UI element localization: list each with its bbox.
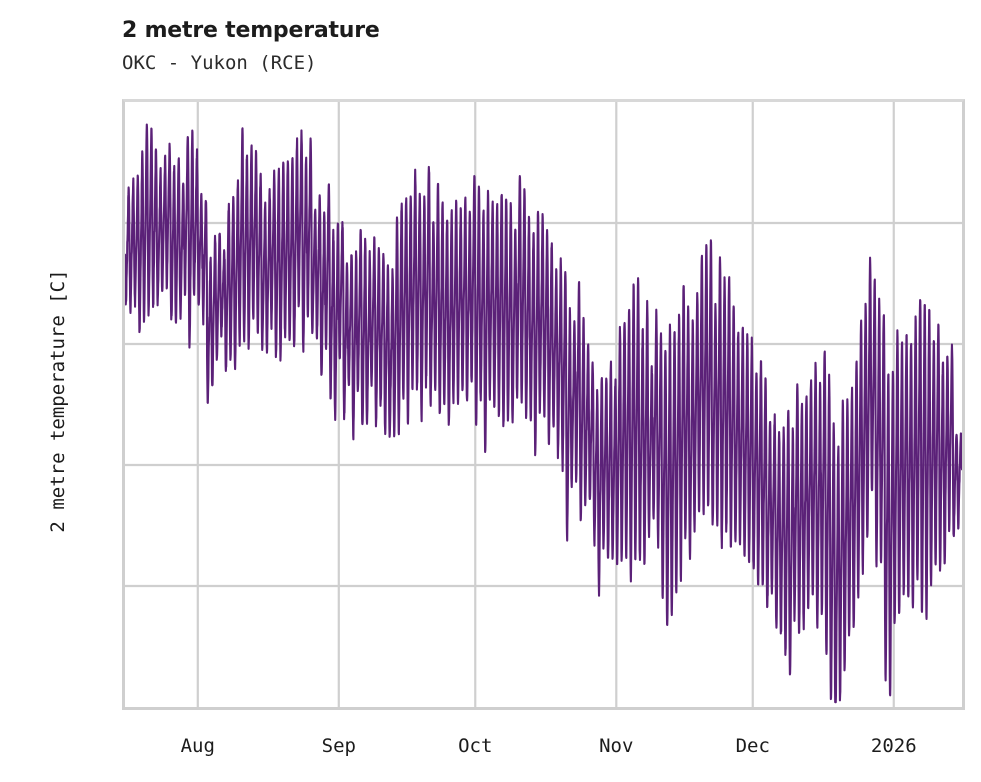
temperature-series — [125, 123, 962, 704]
page-title: 2 metre temperature — [122, 18, 380, 43]
x-tick-label: Dec — [735, 735, 770, 757]
chart-subtitle: OKC - Yukon (RCE) — [122, 52, 317, 74]
plot-area — [122, 99, 965, 710]
x-tick-label: 2026 — [870, 735, 917, 757]
x-tick-label: Oct — [458, 735, 493, 757]
x-tick-label: Aug — [180, 735, 215, 757]
x-tick-label: Nov — [599, 735, 634, 757]
x-tick-label: Sep — [321, 735, 356, 757]
